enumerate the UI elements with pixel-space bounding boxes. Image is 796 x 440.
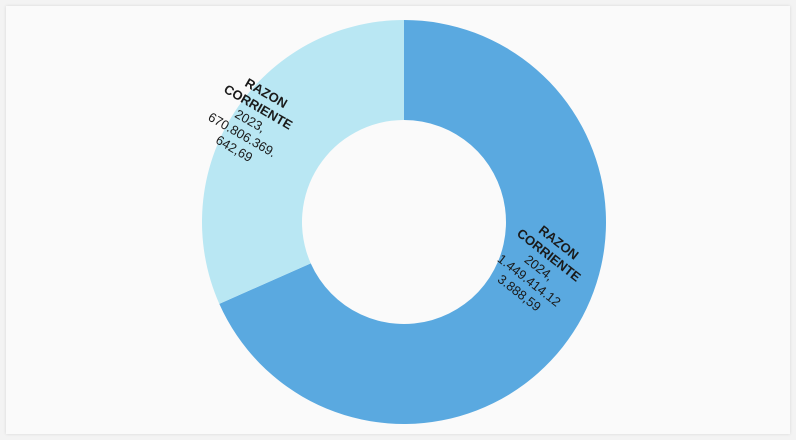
donut-slice-2023: [201, 20, 404, 304]
donut-slice-2024: [219, 20, 607, 424]
